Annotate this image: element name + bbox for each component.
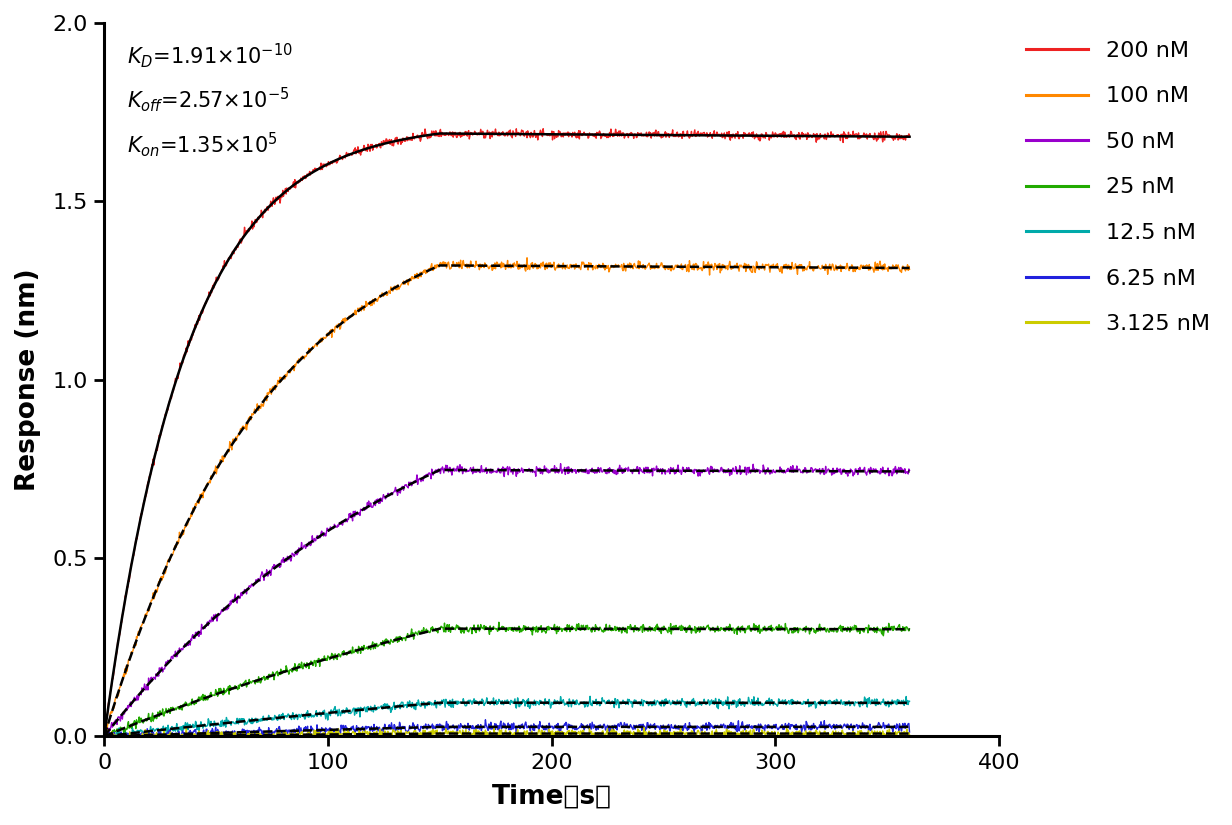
X-axis label: Time（s）: Time（s） xyxy=(492,784,611,810)
Y-axis label: Response (nm): Response (nm) xyxy=(15,268,41,491)
Text: $K_D$=1.91×10$^{-10}$
$K_{off}$=2.57×10$^{-5}$
$K_{on}$=1.35×10$^{5}$: $K_D$=1.91×10$^{-10}$ $K_{off}$=2.57×10$… xyxy=(127,40,292,158)
Legend: 200 nM, 100 nM, 50 nM, 25 nM, 12.5 nM, 6.25 nM, 3.125 nM: 200 nM, 100 nM, 50 nM, 25 nM, 12.5 nM, 6… xyxy=(1019,34,1216,341)
